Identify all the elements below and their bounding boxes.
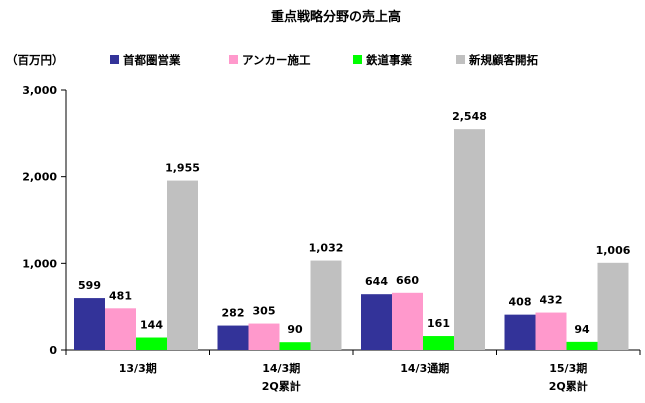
legend-swatch bbox=[353, 55, 362, 64]
legend-label: アンカー施工 bbox=[242, 53, 311, 67]
data-label: 481 bbox=[109, 289, 132, 302]
bar bbox=[167, 180, 198, 350]
data-label: 1,955 bbox=[165, 162, 200, 175]
bar bbox=[504, 314, 536, 350]
bar bbox=[535, 312, 567, 350]
data-label: 599 bbox=[78, 279, 101, 292]
data-label: 144 bbox=[140, 319, 163, 332]
y-tick-label: 0 bbox=[49, 344, 57, 357]
bar bbox=[361, 294, 392, 350]
bar bbox=[279, 342, 311, 350]
bar bbox=[248, 323, 280, 350]
legend-label: 首都圏営業 bbox=[123, 53, 181, 67]
bar bbox=[217, 325, 249, 350]
y-ticks: 0 1,000 2,000 3,000 bbox=[22, 84, 66, 357]
y-tick-label: 3,000 bbox=[22, 84, 57, 97]
legend-swatch bbox=[110, 55, 119, 64]
category-labels: 13/3期 14/3期 2Q累計 14/3通期 15/3期 2Q累計 bbox=[119, 361, 588, 393]
data-label: 432 bbox=[540, 294, 563, 307]
data-label: 94 bbox=[574, 323, 590, 336]
y-tick-label: 1,000 bbox=[22, 257, 57, 270]
y-unit-label: （百万円） bbox=[6, 53, 64, 67]
data-label: 305 bbox=[253, 305, 276, 318]
data-label: 1,032 bbox=[309, 242, 344, 255]
bar bbox=[597, 262, 629, 350]
data-label: 408 bbox=[509, 296, 532, 309]
category-label: 15/3期 bbox=[549, 361, 587, 375]
axes bbox=[65, 90, 640, 351]
category-label: 2Q累計 bbox=[262, 379, 301, 393]
data-label: 90 bbox=[287, 323, 303, 336]
category-label: 13/3期 bbox=[119, 361, 157, 375]
category-label: 2Q累計 bbox=[549, 379, 588, 393]
bar bbox=[74, 298, 105, 350]
bar bbox=[454, 129, 485, 350]
data-label: 161 bbox=[427, 317, 450, 330]
bar bbox=[105, 308, 136, 350]
legend-swatch bbox=[456, 55, 465, 64]
bar bbox=[310, 260, 342, 350]
data-label: 2,548 bbox=[452, 110, 487, 123]
legend: 首都圏営業 アンカー施工 鉄道事業 新規顧客開拓 bbox=[110, 53, 538, 67]
data-label: 1,006 bbox=[596, 244, 631, 257]
bar bbox=[392, 292, 423, 350]
legend-label: 鉄道事業 bbox=[366, 53, 412, 67]
category-label: 14/3期 bbox=[262, 361, 300, 375]
legend-swatch bbox=[229, 55, 238, 64]
bars bbox=[74, 129, 629, 350]
data-label: 644 bbox=[365, 275, 388, 288]
data-label: 282 bbox=[222, 307, 245, 320]
bar bbox=[136, 337, 167, 350]
data-labels: 599 282 644 408 481 305 660 432 144 90 161 94 1,955 1… bbox=[78, 110, 631, 336]
category-label: 14/3通期 bbox=[400, 361, 449, 375]
bar bbox=[566, 341, 598, 350]
legend-label: 新規顧客開拓 bbox=[469, 53, 538, 67]
x-ticks bbox=[65, 350, 641, 355]
y-tick-label: 2,000 bbox=[22, 171, 57, 184]
data-label: 660 bbox=[396, 274, 419, 287]
chart-title: 重点戦略分野の売上高 bbox=[271, 9, 401, 25]
bar bbox=[423, 336, 454, 350]
